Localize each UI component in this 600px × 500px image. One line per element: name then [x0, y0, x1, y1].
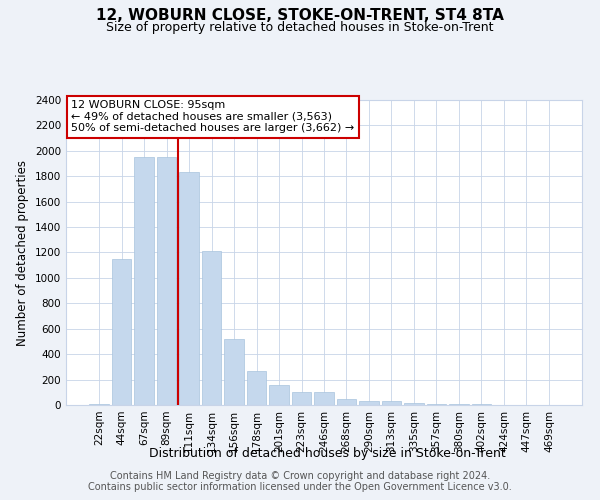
Bar: [404, 403, 424, 405]
Bar: [292, 392, 311, 405]
Bar: [247, 372, 266, 405]
Bar: [359, 401, 379, 405]
Bar: [157, 157, 176, 405]
Bar: [472, 404, 491, 405]
Text: 12, WOBURN CLOSE, STOKE-ON-TRENT, ST4 8TA: 12, WOBURN CLOSE, STOKE-ON-TRENT, ST4 8T…: [96, 8, 504, 22]
Text: 12 WOBURN CLOSE: 95sqm
← 49% of detached houses are smaller (3,563)
50% of semi-: 12 WOBURN CLOSE: 95sqm ← 49% of detached…: [71, 100, 355, 133]
Bar: [382, 401, 401, 405]
Y-axis label: Number of detached properties: Number of detached properties: [16, 160, 29, 346]
Bar: [134, 157, 154, 405]
Bar: [112, 259, 131, 405]
Bar: [89, 404, 109, 405]
Bar: [427, 404, 446, 405]
Bar: [224, 339, 244, 405]
Bar: [314, 392, 334, 405]
Bar: [269, 384, 289, 405]
Bar: [179, 172, 199, 405]
Text: Size of property relative to detached houses in Stoke-on-Trent: Size of property relative to detached ho…: [106, 21, 494, 34]
Bar: [449, 404, 469, 405]
Text: Distribution of detached houses by size in Stoke-on-Trent: Distribution of detached houses by size …: [149, 448, 505, 460]
Text: Contains HM Land Registry data © Crown copyright and database right 2024.
Contai: Contains HM Land Registry data © Crown c…: [88, 471, 512, 492]
Bar: [337, 398, 356, 405]
Bar: [202, 251, 221, 405]
